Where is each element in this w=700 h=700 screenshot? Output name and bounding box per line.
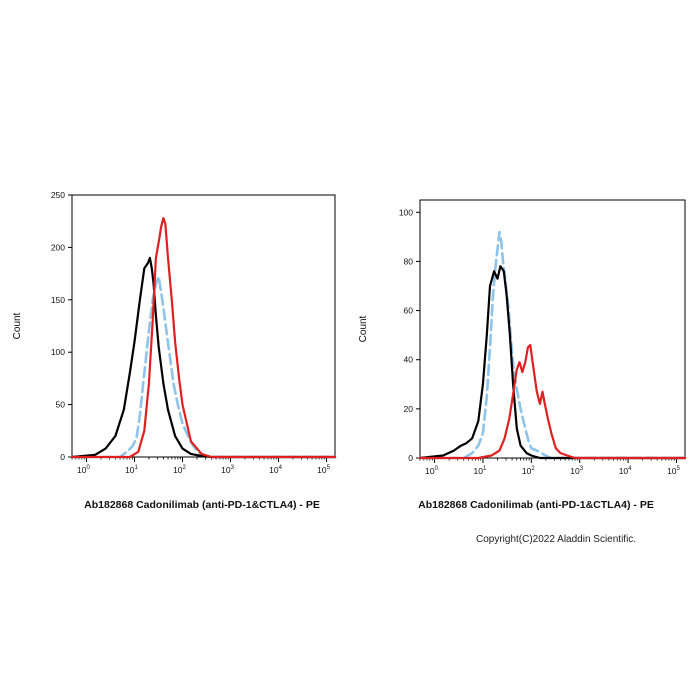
series-isotype xyxy=(418,265,687,460)
y-tick-label: 20 xyxy=(404,404,414,414)
series-stained xyxy=(70,217,337,459)
y-tick-label: 0 xyxy=(408,453,413,463)
y-tick-label: 250 xyxy=(51,190,65,200)
y-tick-label: 50 xyxy=(56,400,66,410)
chart-left: 0 50 100 150 200 250 100 101 102 103 104 105 Count Ab… xyxy=(12,190,337,511)
series-control xyxy=(70,275,337,459)
x-axis-label: Ab182868 Cadonilimab (anti-PD-1&CTLA4) -… xyxy=(418,499,654,511)
x-tick-label: 104 xyxy=(619,466,632,476)
plot-frame xyxy=(71,194,336,458)
y-tick-label: 100 xyxy=(399,207,413,217)
x-tick-label: 102 xyxy=(522,466,535,476)
series-stained xyxy=(418,343,687,460)
x-tick-label: 100 xyxy=(77,465,90,475)
chart-right: 0 20 40 60 80 100 100 101 102 103 104 105 Count Ab182… xyxy=(358,199,687,511)
y-tick-label: 80 xyxy=(404,256,414,266)
x-tick-label: 103 xyxy=(570,466,583,476)
x-tick-label: 101 xyxy=(125,465,138,475)
x-tick-label: 101 xyxy=(474,466,487,476)
x-tick-label: 102 xyxy=(173,465,186,475)
y-tick-label: 60 xyxy=(404,306,414,316)
y-axis-label: Count xyxy=(358,315,369,342)
x-tick-label: 105 xyxy=(667,466,680,476)
x-tick-label: 100 xyxy=(425,466,438,476)
x-tick-label: 104 xyxy=(269,465,282,475)
y-axis-label: Count xyxy=(12,312,23,339)
x-tick-label: 105 xyxy=(317,465,330,475)
series-isotype xyxy=(70,256,337,459)
x-axis-label: Ab182868 Cadonilimab (anti-PD-1&CTLA4) -… xyxy=(84,499,320,511)
y-tick-label: 100 xyxy=(51,347,65,357)
y-tick-label: 0 xyxy=(60,452,65,462)
x-tick-label: 103 xyxy=(221,465,234,475)
series-control xyxy=(418,230,687,460)
y-tick-label: 40 xyxy=(404,355,414,365)
y-tick-label: 150 xyxy=(51,295,65,305)
y-tick-label: 200 xyxy=(51,242,65,252)
plot-frame xyxy=(419,199,686,459)
copyright-text: Copyright(C)2022 Aladdin Scientific. xyxy=(476,534,637,545)
